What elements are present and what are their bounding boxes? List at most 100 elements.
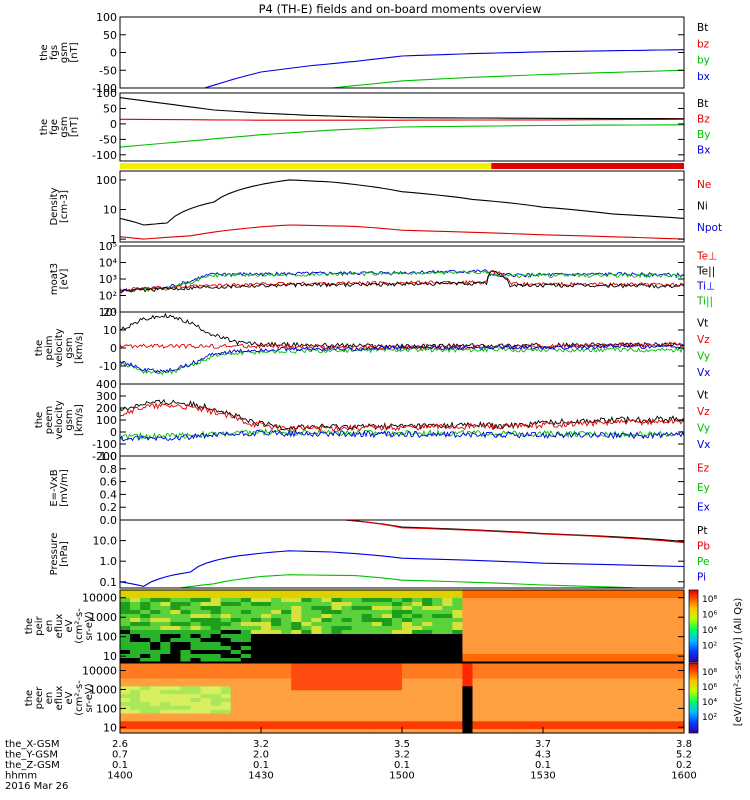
y-tick-label: 20 [103,306,117,319]
spectrogram-cell [271,630,282,635]
y-axis-label-line: (cm²-s- [74,608,85,644]
spectrogram-cell [512,666,524,672]
spectrogram-cell [623,630,635,635]
spectrogram-cell [452,666,464,672]
legend-Vz: Vz [697,406,710,418]
spectrogram-cell [361,650,373,655]
spectrogram-cell [250,642,262,647]
spectrogram-cell [361,729,373,734]
spectrogram-cell [341,654,353,659]
spectrogram-cell [261,598,272,603]
spectrogram-cell [261,618,272,623]
spectrogram-cell [170,729,182,734]
spectrogram-cell [120,682,131,687]
spectrogram-cell [351,674,363,680]
spectrogram-cell [613,650,625,655]
spectrogram-cell [673,670,685,676]
spectrogram-cell [593,622,605,627]
spectrogram-cell [653,658,665,663]
spectrogram-cell [230,674,242,680]
spectrogram-cell [452,590,464,595]
spectrogram-cell [573,642,584,647]
spectrogram-cell [240,694,252,699]
spectrogram-cell [351,682,363,687]
spectrogram-cell [442,663,453,668]
spectrogram-cell [573,602,584,607]
spectrogram-cell [583,721,594,726]
spectrogram-cell [472,634,484,639]
spectrogram-cell [593,709,605,715]
spectrogram-cell [673,626,685,631]
spectrogram-cell [422,709,433,715]
spectrogram-cell [472,701,484,707]
spectrogram-cell [361,658,373,663]
spectrogram-cell [472,602,484,607]
spectrogram-cell [422,725,433,730]
series-by-line [331,69,685,89]
spectrogram-cell [381,654,393,659]
spectrogram-cell [311,705,323,711]
y-tick-label: 10 [103,204,117,217]
spectrogram-cell [432,594,443,599]
spectrogram-cell [462,694,474,699]
spectrogram-cell [160,622,171,627]
spectrogram-cell [613,682,625,687]
spectrogram-cell [502,682,514,687]
spectrogram-cell [532,670,544,676]
spectrogram-cell [220,705,232,711]
spectrogram-cell [351,666,363,672]
spectrogram-cell [633,658,645,663]
spectrogram-cell [452,678,464,684]
spectrogram-cell [553,590,564,595]
spectrogram-cell [120,610,131,615]
spectrogram-cell [140,630,151,635]
spectrogram-cell [623,678,635,684]
spectrogram-cell [170,630,182,635]
spectrogram-cell [391,717,403,722]
spectrogram-cell [331,694,343,699]
spectrogram-cell [432,598,443,603]
spectrogram-cell [422,626,433,631]
spectrogram-cell [250,682,262,687]
spectrogram-cell [573,666,584,672]
spectrogram-cell [381,622,393,627]
spectrogram-cell [673,721,685,726]
spectrogram-cell [543,646,554,651]
spectrogram-cell [502,650,514,655]
spectrogram-cell [361,709,373,715]
spectrogram-cell [301,690,312,695]
spectrogram-cell [563,663,574,668]
spectrogram-cell [261,610,272,615]
spectrogram-cell [573,590,584,595]
spectrogram-cell [281,663,292,668]
spectrogram-cell [482,674,494,680]
spectrogram-cell [633,666,645,672]
spectrogram-cell [583,590,594,595]
spectrogram-cell [532,650,544,655]
spectrogram-cell [190,630,202,635]
spectrogram-cell [361,606,373,611]
spectrogram-cell [240,725,252,730]
spectrogram-cell [522,666,534,672]
spectrogram-cell [452,729,464,734]
spectrogram-cell [291,654,302,659]
spectrogram-cell [482,713,494,719]
spectrogram-cell [522,594,534,599]
spectrogram-cell [391,618,403,623]
spectrogram-cell [220,606,232,611]
spectrogram-cell [120,678,131,684]
spectrogram-cell [462,646,474,651]
y-tick-label: 0 [110,426,117,439]
spectrogram-cell [422,713,433,719]
spectrogram-cell [512,694,524,699]
spectrogram-cell [472,729,484,734]
spectrogram-cell [381,674,393,680]
spectrogram-cell [321,658,333,663]
spectrogram-cell [120,638,131,643]
spectrogram-cell [150,654,161,659]
spectrogram-cell [210,590,222,595]
spectrogram-cell [482,622,494,627]
